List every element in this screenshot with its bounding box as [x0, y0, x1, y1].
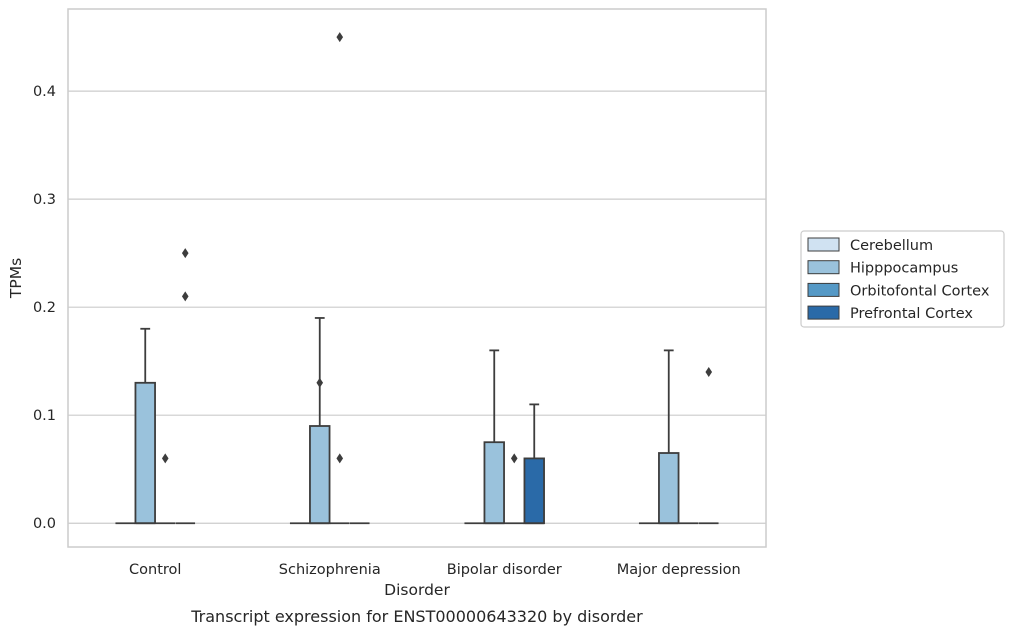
- x-tick-label: Major depression: [617, 562, 741, 578]
- x-axis-label: Disorder: [384, 581, 450, 599]
- legend-label: Cerebellum: [850, 238, 933, 254]
- chart-caption: Transcript expression for ENST0000064332…: [190, 607, 643, 626]
- box: [309, 425, 331, 525]
- y-tick-label: 0.3: [33, 192, 56, 208]
- y-tick-label: 0.1: [33, 408, 56, 424]
- box: [483, 441, 505, 525]
- outlier-point: [336, 453, 344, 464]
- legend-label: Prefrontal Cortex: [850, 306, 973, 322]
- outlier-point: [181, 291, 189, 302]
- legend-swatch: [807, 260, 840, 275]
- box: [523, 457, 545, 525]
- outlier-point: [161, 453, 169, 464]
- box: [134, 381, 156, 525]
- legend: Cerebellum Hipppocampus Orbitofontal Corte…: [800, 230, 1005, 328]
- y-tick-label: 0.2: [33, 300, 56, 316]
- box-elements: [115, 32, 719, 525]
- x-tick-label: Bipolar disorder: [447, 562, 562, 578]
- legend-swatch: [807, 305, 840, 320]
- outlier-point: [510, 453, 518, 464]
- x-tick-labels: Control Schizophrenia Bipolar disorder Majo…: [129, 562, 741, 578]
- legend-swatch: [807, 282, 840, 297]
- legend-swatch: [807, 237, 840, 252]
- x-tick-label: Schizophrenia: [279, 562, 381, 578]
- y-tick-label: 0.0: [33, 516, 56, 532]
- box: [658, 452, 680, 525]
- legend-label: Orbitofontal Cortex: [850, 283, 990, 299]
- y-axis-label: TPMs: [7, 258, 25, 299]
- outlier-point: [336, 32, 344, 43]
- x-tick-label: Control: [129, 562, 181, 578]
- outlier-point: [705, 366, 713, 377]
- outlier-point: [181, 248, 189, 259]
- y-tick-label: 0.4: [33, 84, 56, 100]
- legend-label: Hipppocampus: [850, 261, 958, 277]
- y-tick-labels: 0.0 0.1 0.2 0.3 0.4: [33, 84, 56, 532]
- outlier-point: [316, 377, 324, 388]
- legend-frame: [800, 230, 1005, 328]
- plot-frame: [67, 8, 767, 548]
